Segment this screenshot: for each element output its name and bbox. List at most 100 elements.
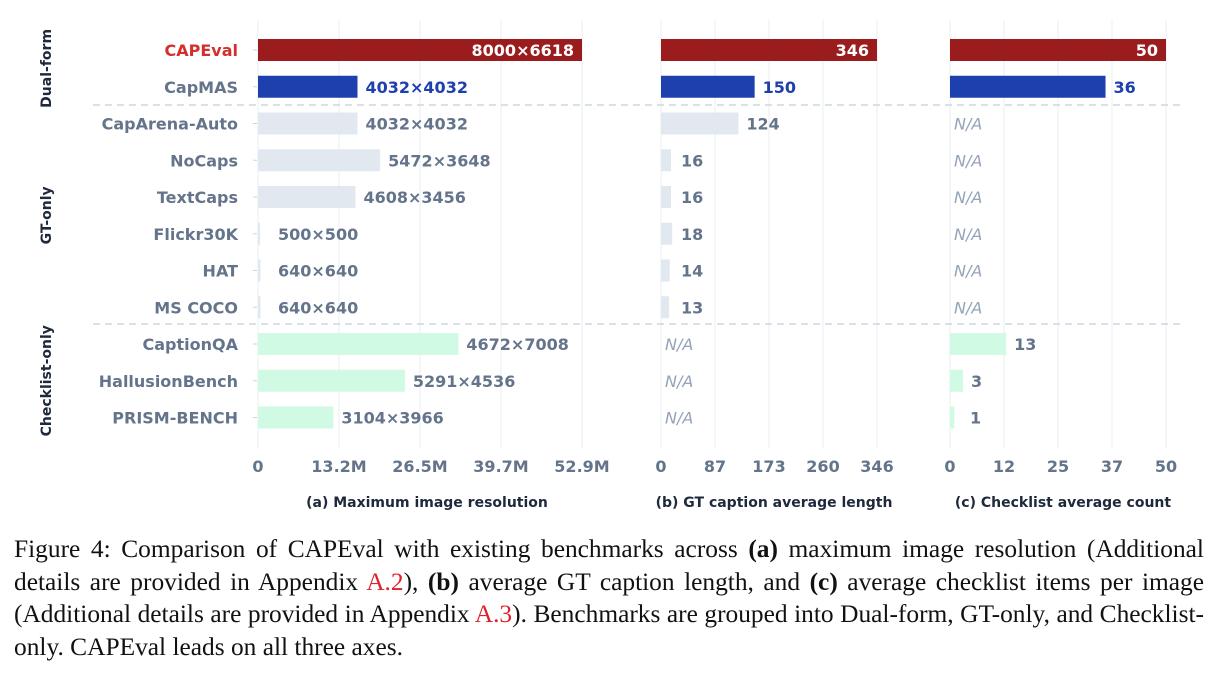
bar-nocaps xyxy=(661,149,671,172)
x-tick-label: 39.7M xyxy=(473,457,528,476)
bar-ms-coco xyxy=(258,296,261,319)
appendix-link-a2[interactable]: A.2 xyxy=(366,567,404,596)
bar-prism-bench xyxy=(258,406,334,429)
value-label: 18 xyxy=(681,225,703,244)
value-label: 4032×4032 xyxy=(365,115,467,134)
bar-caparena-auto xyxy=(258,112,358,135)
value-label: 346 xyxy=(836,41,869,60)
figure-caption: Figure 4: Comparison of CAPEval with exi… xyxy=(14,533,1204,663)
value-label: 4672×7008 xyxy=(466,335,568,354)
group-label: GT-only xyxy=(39,186,55,244)
caption-bold-c: (c) xyxy=(809,567,838,596)
caption-text: ). Benchmarks are grouped into Dual-form… xyxy=(14,600,1204,661)
value-label: 5472×3648 xyxy=(388,151,490,170)
caption-text: average GT caption length, and xyxy=(458,567,810,596)
caption-bold-a: (a) xyxy=(748,535,778,563)
panel-title: (c) Checklist average count xyxy=(955,495,1171,511)
value-label: 3 xyxy=(971,372,982,391)
bar-hallusionbench xyxy=(258,369,405,392)
bar-hat xyxy=(258,259,261,282)
caption-text: maximum image resolution (Additional det… xyxy=(14,535,1204,596)
caption-text: ), xyxy=(403,567,428,596)
x-tick-label: 346 xyxy=(860,457,893,476)
category-label: CapArena-Auto xyxy=(102,115,238,134)
bar-textcaps xyxy=(258,186,356,208)
x-tick-label: 25 xyxy=(1047,457,1069,476)
bar-capmas xyxy=(258,75,358,98)
value-label: 640×640 xyxy=(278,262,358,281)
bar-textcaps xyxy=(661,186,671,208)
bar-nocaps xyxy=(258,149,381,172)
group-label: Checklist-only xyxy=(39,325,55,436)
bar-prism-bench xyxy=(950,406,955,429)
bar-capeval xyxy=(661,39,877,61)
x-tick-label: 52.9M xyxy=(554,457,609,476)
x-tick-label: 12 xyxy=(993,457,1015,476)
value-label: 13 xyxy=(681,298,703,317)
na-label: N/A xyxy=(954,151,982,170)
na-label: N/A xyxy=(665,335,693,354)
category-label: Flickr30K xyxy=(153,225,238,244)
value-label: 36 xyxy=(1114,78,1136,97)
value-label: 4032×4032 xyxy=(365,78,467,97)
x-tick-label: 260 xyxy=(806,457,839,476)
bar-captionqa xyxy=(258,333,459,355)
category-label: NoCaps xyxy=(170,151,238,170)
category-label: CAPEval xyxy=(165,41,239,60)
bar-hat xyxy=(661,259,670,282)
panel-title: (a) Maximum image resolution xyxy=(306,495,548,511)
na-label: N/A xyxy=(954,298,982,317)
category-label: CapMAS xyxy=(164,78,238,97)
na-label: N/A xyxy=(665,372,693,391)
category-label: TextCaps xyxy=(157,188,238,207)
x-tick-label: 0 xyxy=(655,457,666,476)
x-tick-label: 13.2M xyxy=(311,457,366,476)
bar-ms-coco xyxy=(661,296,670,319)
x-tick-label: 87 xyxy=(704,457,726,476)
appendix-link-a3[interactable]: A.3 xyxy=(474,600,513,628)
na-label: N/A xyxy=(954,225,982,244)
value-label: 16 xyxy=(681,151,703,170)
caption-text: Figure 4: Comparison of CAPEval with exi… xyxy=(14,535,749,563)
value-label: 16 xyxy=(681,188,703,207)
category-label: HallusionBench xyxy=(99,372,238,391)
bar-capeval xyxy=(258,39,582,61)
value-label: 3104×3966 xyxy=(341,409,443,428)
value-label: 1 xyxy=(970,409,981,428)
benchmark-comparison-figure: 8000×6618 4032×4032 4032×4032 5472×3648 4608… xyxy=(39,20,1180,511)
bar-flickr30k xyxy=(661,222,673,245)
value-label: 14 xyxy=(681,262,703,281)
na-label: N/A xyxy=(665,409,693,428)
value-label: 640×640 xyxy=(278,298,358,317)
x-tick-label: 50 xyxy=(1155,457,1177,476)
na-label: N/A xyxy=(954,262,982,281)
category-label: PRISM-BENCH xyxy=(112,409,238,428)
value-label: 13 xyxy=(1014,335,1036,354)
value-label: 150 xyxy=(763,78,796,97)
category-label: HAT xyxy=(203,262,239,281)
bar-captionqa xyxy=(950,333,1007,355)
bar-capeval xyxy=(950,39,1166,61)
value-label: 5291×4536 xyxy=(413,372,515,391)
na-label: N/A xyxy=(954,115,982,134)
panel-title: (b) GT caption average length xyxy=(656,495,893,511)
category-label: CaptionQA xyxy=(143,335,239,354)
x-tick-label: 26.5M xyxy=(392,457,447,476)
bar-capmas xyxy=(950,75,1106,98)
na-label: N/A xyxy=(954,188,982,207)
x-tick-label: 0 xyxy=(944,457,955,476)
x-tick-label: 173 xyxy=(752,457,785,476)
value-label: 50 xyxy=(1136,41,1158,60)
caption-bold-b: (b) xyxy=(427,567,459,596)
bar-capmas xyxy=(661,75,755,98)
bar-flickr30k xyxy=(258,222,260,245)
x-tick-label: 0 xyxy=(252,457,263,476)
bar-caparena-auto xyxy=(661,112,739,135)
bar-hallusionbench xyxy=(950,369,963,392)
value-label: 124 xyxy=(746,115,779,134)
value-label: 4608×3456 xyxy=(363,188,465,207)
caption-text: average checklist items per image (Addit… xyxy=(14,567,1205,629)
group-label: Dual-form xyxy=(39,29,55,108)
x-tick-label: 37 xyxy=(1101,457,1123,476)
value-label: 500×500 xyxy=(278,225,358,244)
